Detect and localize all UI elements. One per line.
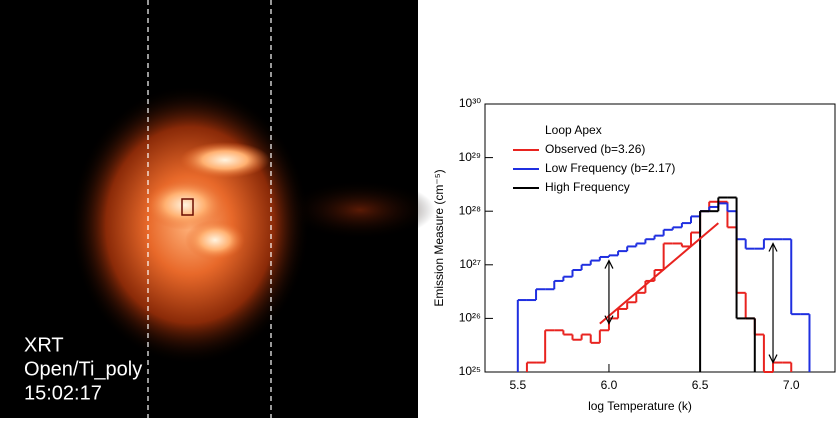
y-tick-label: 10²⁵ (459, 364, 481, 378)
fit-line (599, 222, 719, 325)
y-tick-label: 10³⁰ (459, 96, 481, 110)
arrow-head (768, 242, 778, 252)
chart: log Temperature (k) Emission Measure (cm… (432, 96, 836, 413)
x-tick-label: 6.0 (601, 378, 618, 392)
plot-frame (484, 103, 836, 373)
x-axis-label: log Temperature (k) (588, 399, 692, 413)
x-tick-label: 6.5 (692, 378, 709, 392)
image-label: XRT (24, 334, 64, 356)
faint-loop (285, 180, 435, 240)
y-tick-label: 10²⁹ (459, 150, 481, 164)
x-tick-label: 7.0 (783, 378, 800, 392)
y-tick-label: 10²⁷ (459, 257, 481, 271)
legend-label: High Frequency (545, 180, 630, 194)
image-label: Open/Ti_poly (24, 358, 142, 380)
bright-loop (180, 142, 270, 178)
bright-core (145, 180, 225, 230)
y-axis-label: Emission Measure (cm⁻⁵) (432, 169, 446, 306)
arrow-head (604, 259, 614, 269)
bright-lobe (185, 220, 245, 260)
xrt-image: XRT Open/Ti_poly 15:02:17 (0, 0, 435, 418)
arrow-head (604, 315, 614, 325)
legend-title: Loop Apex (545, 123, 602, 137)
arrow-head (768, 354, 778, 364)
y-tick-label: 10²⁶ (459, 311, 481, 325)
legend-label: Observed (b=3.26) (545, 142, 645, 156)
y-tick-label: 10²⁸ (459, 203, 481, 217)
x-tick-label: 5.5 (509, 378, 526, 392)
image-label: 15:02:17 (24, 382, 102, 404)
apex-box (181, 198, 194, 216)
legend-label: Low Frequency (b=2.17) (545, 161, 675, 175)
